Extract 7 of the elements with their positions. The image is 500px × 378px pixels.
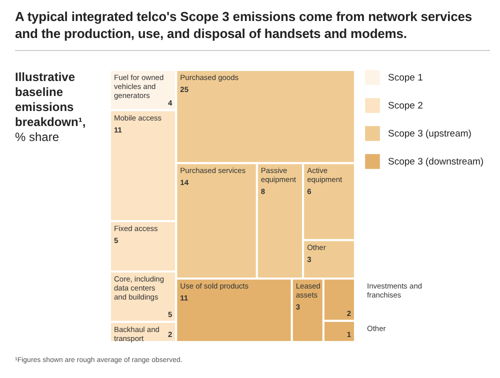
text: % share: [15, 130, 60, 144]
legend-label: Scope 3 (downstream): [388, 156, 484, 168]
legend-label: Scope 2: [388, 100, 423, 112]
text: A typical integrated telco's Scope 3 emissions come from network services and the production, use, and disposal of handsets and modems.: [15, 8, 490, 51]
legend-label: Scope 1: [388, 72, 423, 84]
text: Illustrative baseline emissions breakdown¹,: [15, 70, 87, 130]
legend-label: Scope 3 (upstream): [388, 128, 472, 140]
